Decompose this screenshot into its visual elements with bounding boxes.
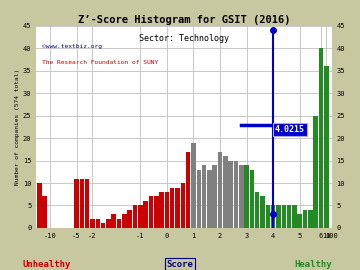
Bar (202, 165, 206, 228)
Bar (297, 214, 302, 228)
Bar (324, 66, 329, 228)
Bar (165, 192, 169, 228)
Bar (282, 205, 286, 228)
Text: 4.0215: 4.0215 (275, 125, 305, 134)
Bar (260, 197, 265, 228)
Text: Score: Score (167, 260, 193, 269)
Bar (234, 161, 238, 228)
Bar (255, 192, 260, 228)
Bar (239, 165, 244, 228)
Bar (112, 214, 116, 228)
Bar (106, 219, 111, 228)
Bar (186, 151, 190, 228)
Bar (292, 205, 297, 228)
Text: ©www.textbiz.org: ©www.textbiz.org (42, 44, 102, 49)
Bar (244, 165, 249, 228)
Bar (191, 143, 196, 228)
Bar (223, 156, 228, 228)
Text: The Research Foundation of SUNY: The Research Foundation of SUNY (42, 60, 158, 65)
Text: Healthy: Healthy (294, 260, 332, 269)
Bar (122, 214, 127, 228)
Bar (181, 183, 185, 228)
Bar (101, 224, 105, 228)
Bar (287, 205, 291, 228)
Bar (138, 205, 143, 228)
Text: Unhealthy: Unhealthy (23, 260, 71, 269)
Y-axis label: Number of companies (574 total): Number of companies (574 total) (15, 69, 20, 185)
Bar (175, 187, 180, 228)
Bar (127, 210, 132, 228)
Bar (90, 219, 95, 228)
Bar (314, 116, 318, 228)
Bar (207, 170, 212, 228)
Bar (85, 178, 89, 228)
Bar (170, 187, 175, 228)
Bar (133, 205, 137, 228)
Bar (228, 161, 233, 228)
Bar (80, 178, 84, 228)
Title: Z’-Score Histogram for GSIT (2016): Z’-Score Histogram for GSIT (2016) (78, 15, 290, 25)
Bar (95, 219, 100, 228)
Bar (271, 205, 275, 228)
Bar (197, 170, 201, 228)
Bar (149, 197, 153, 228)
Bar (249, 170, 254, 228)
Bar (42, 197, 47, 228)
Bar (117, 219, 121, 228)
Bar (37, 183, 42, 228)
Bar (143, 201, 148, 228)
Text: Sector: Technology: Sector: Technology (139, 34, 229, 43)
Bar (266, 205, 270, 228)
Bar (308, 210, 312, 228)
Bar (74, 178, 79, 228)
Bar (319, 48, 323, 228)
Bar (154, 197, 158, 228)
Bar (303, 210, 307, 228)
Bar (159, 192, 164, 228)
Bar (212, 165, 217, 228)
Bar (218, 151, 222, 228)
Bar (276, 205, 281, 228)
